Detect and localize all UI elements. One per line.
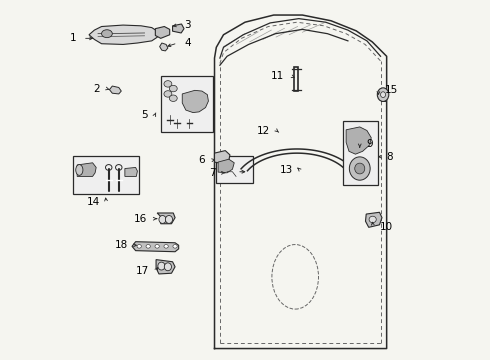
Text: 6: 6 [198, 155, 205, 165]
Polygon shape [215, 150, 230, 164]
Polygon shape [218, 159, 234, 173]
Ellipse shape [164, 263, 171, 271]
Text: 10: 10 [379, 222, 392, 231]
Text: 12: 12 [257, 126, 270, 135]
Ellipse shape [146, 244, 150, 248]
Bar [73, 156, 139, 194]
Text: 13: 13 [280, 165, 294, 175]
Ellipse shape [369, 216, 376, 223]
Ellipse shape [170, 95, 177, 102]
Text: 1: 1 [70, 33, 76, 43]
Polygon shape [109, 86, 122, 94]
Bar [343, 121, 378, 185]
Text: 9: 9 [366, 139, 373, 149]
Polygon shape [182, 90, 208, 113]
Ellipse shape [101, 30, 112, 38]
Text: 5: 5 [142, 111, 148, 121]
Polygon shape [77, 163, 96, 176]
Polygon shape [172, 24, 184, 33]
Ellipse shape [166, 216, 172, 224]
Polygon shape [155, 27, 170, 39]
Ellipse shape [158, 262, 165, 270]
Text: 2: 2 [93, 84, 100, 94]
Ellipse shape [159, 216, 166, 224]
Text: 3: 3 [184, 20, 191, 30]
Text: 7: 7 [209, 168, 216, 178]
Polygon shape [125, 167, 137, 176]
Ellipse shape [355, 163, 365, 174]
Ellipse shape [173, 244, 177, 248]
Text: 18: 18 [115, 240, 128, 250]
Ellipse shape [155, 244, 159, 248]
Polygon shape [89, 25, 159, 44]
Text: 8: 8 [387, 152, 393, 162]
Text: 17: 17 [136, 266, 149, 276]
Polygon shape [157, 213, 175, 224]
Polygon shape [366, 212, 382, 227]
Text: 4: 4 [184, 38, 191, 48]
Ellipse shape [164, 81, 172, 87]
Ellipse shape [164, 244, 168, 248]
Polygon shape [132, 242, 179, 252]
Text: 16: 16 [134, 214, 147, 224]
Polygon shape [156, 260, 175, 274]
Text: 11: 11 [271, 71, 285, 81]
Ellipse shape [377, 88, 389, 102]
Bar [161, 76, 213, 132]
Polygon shape [346, 127, 371, 154]
Ellipse shape [137, 244, 141, 248]
Ellipse shape [164, 91, 172, 97]
Ellipse shape [170, 85, 177, 92]
Text: 14: 14 [87, 197, 100, 207]
Polygon shape [160, 43, 168, 51]
Text: 15: 15 [385, 85, 398, 95]
Ellipse shape [349, 157, 370, 180]
Ellipse shape [76, 165, 83, 175]
Ellipse shape [381, 92, 386, 98]
Bar [216, 156, 253, 183]
